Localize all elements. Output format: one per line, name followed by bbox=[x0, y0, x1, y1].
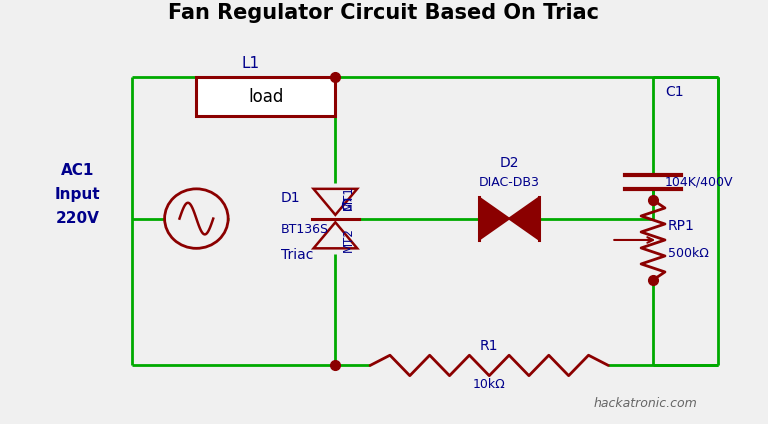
Text: AC1: AC1 bbox=[61, 163, 94, 178]
Text: BT136S: BT136S bbox=[281, 223, 329, 236]
Text: L1: L1 bbox=[241, 56, 259, 71]
Polygon shape bbox=[479, 198, 509, 240]
Text: D2: D2 bbox=[499, 156, 519, 170]
Bar bbox=[197, 77, 336, 116]
Text: hackatronic.com: hackatronic.com bbox=[594, 397, 697, 410]
Text: Input: Input bbox=[55, 187, 100, 202]
Text: 500kΩ: 500kΩ bbox=[668, 248, 709, 260]
Text: load: load bbox=[248, 88, 283, 106]
Text: DIAC-DB3: DIAC-DB3 bbox=[478, 176, 540, 189]
Text: MT1: MT1 bbox=[343, 185, 356, 210]
Text: RP1: RP1 bbox=[668, 218, 695, 232]
Text: 220V: 220V bbox=[55, 211, 99, 226]
Text: 104K/400V: 104K/400V bbox=[665, 176, 733, 188]
Polygon shape bbox=[509, 198, 539, 240]
Text: G: G bbox=[340, 199, 353, 214]
Text: 10kΩ: 10kΩ bbox=[473, 377, 505, 391]
Text: R1: R1 bbox=[480, 339, 498, 353]
Text: D1: D1 bbox=[281, 191, 300, 205]
Text: Triac: Triac bbox=[281, 248, 313, 262]
Title: Fan Regulator Circuit Based On Triac: Fan Regulator Circuit Based On Triac bbox=[168, 3, 600, 23]
Text: MT2: MT2 bbox=[343, 227, 356, 252]
Text: C1: C1 bbox=[665, 85, 684, 99]
